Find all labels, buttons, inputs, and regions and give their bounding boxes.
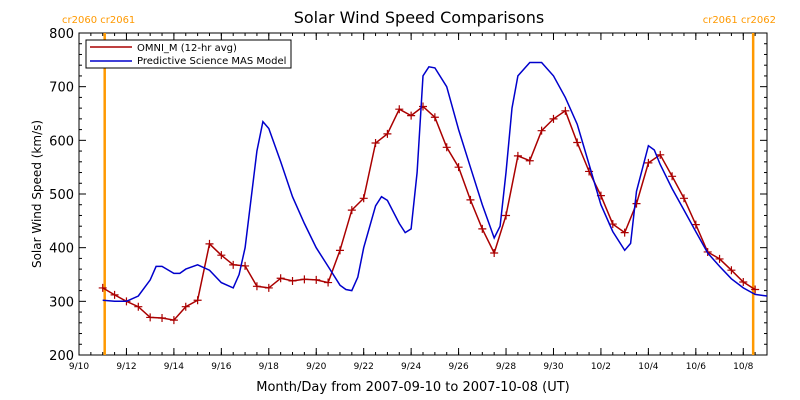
- data-point-marker: [632, 199, 641, 208]
- x-tick-label: 10/8: [733, 362, 753, 372]
- data-point-marker: [252, 282, 261, 291]
- y-axis-label: Solar Wind Speed (km/s): [30, 120, 44, 268]
- x-tick-label: 9/26: [448, 362, 468, 372]
- x-tick-label: 9/22: [354, 362, 374, 372]
- data-point-marker: [715, 254, 724, 263]
- data-point-marker: [371, 139, 380, 148]
- x-tick-label: 9/14: [164, 362, 184, 372]
- data-point-marker: [276, 274, 285, 283]
- y-tick-label: 300: [49, 295, 74, 310]
- x-tick-label: 9/12: [116, 362, 136, 372]
- x-tick-label: 9/28: [496, 362, 516, 372]
- data-point-marker: [478, 224, 487, 233]
- data-point-marker: [430, 113, 439, 122]
- y-tick-label: 500: [49, 188, 74, 203]
- data-point-marker: [573, 138, 582, 147]
- legend-label-mas: Predictive Science MAS Model: [137, 56, 286, 67]
- y-tick-label: 400: [49, 242, 74, 257]
- x-tick-label: 9/16: [211, 362, 231, 372]
- y-tick-label: 700: [49, 81, 74, 96]
- data-point-marker: [193, 296, 202, 305]
- data-point-marker: [442, 143, 451, 152]
- y-tick-label: 800: [49, 27, 74, 42]
- data-point-marker: [561, 106, 570, 115]
- y-tick-label: 600: [49, 134, 74, 149]
- data-point-marker: [264, 283, 273, 292]
- data-point-marker: [110, 290, 119, 299]
- x-axis-label: Month/Day from 2007-09-10 to 2007-10-08 …: [256, 380, 569, 395]
- data-point-marker: [407, 111, 416, 120]
- data-point-marker: [490, 249, 499, 258]
- data-point-marker: [217, 251, 226, 260]
- data-point-marker: [169, 316, 178, 325]
- y-tick-label: 200: [49, 349, 74, 364]
- data-point-marker: [288, 276, 297, 285]
- data-point-marker: [751, 285, 760, 294]
- x-tick-label: 9/20: [306, 362, 326, 372]
- data-point-marker: [347, 206, 356, 215]
- x-tick-label: 10/4: [638, 362, 658, 372]
- data-point-marker: [513, 151, 522, 160]
- data-point-marker: [656, 150, 665, 159]
- data-point-marker: [324, 278, 333, 287]
- plot-area: 200 300 400 500 600 700 800 9/10 9/12 9/14 9/16 9/1…: [49, 27, 768, 372]
- data-point-marker: [312, 275, 321, 284]
- data-point-marker: [727, 266, 736, 275]
- carrington-label-right: cr2061 cr2062: [703, 15, 776, 26]
- data-point-marker: [158, 313, 167, 322]
- series-line-1: [102, 61, 768, 303]
- data-point-marker: [181, 302, 190, 311]
- data-point-marker: [146, 313, 155, 322]
- data-point-marker: [691, 220, 700, 229]
- data-point-marker: [134, 302, 143, 311]
- data-point-marker: [395, 105, 404, 114]
- data-point-marker: [525, 156, 534, 165]
- x-tick-label: 9/24: [401, 362, 421, 372]
- data-point-marker: [679, 194, 688, 203]
- x-tick-label: 10/2: [591, 362, 611, 372]
- data-point-marker: [335, 246, 344, 255]
- data-point-marker: [620, 228, 629, 237]
- carrington-label-left: cr2060 cr2061: [62, 15, 135, 26]
- data-point-marker: [549, 114, 558, 123]
- legend-box: [85, 39, 292, 69]
- data-point-marker: [454, 163, 463, 172]
- legend-label-omni: OMNI_M (12-hr avg): [137, 43, 237, 54]
- data-point-marker: [537, 126, 546, 135]
- x-tick-label: 10/6: [686, 362, 706, 372]
- data-point-marker: [466, 195, 475, 204]
- data-point-marker: [359, 194, 368, 203]
- data-point-marker: [739, 278, 748, 287]
- data-point-marker: [502, 211, 511, 220]
- data-point-marker: [229, 260, 238, 269]
- series-line-0: [102, 105, 756, 321]
- chart-title: Solar Wind Speed Comparisons: [294, 8, 545, 27]
- data-point-marker: [644, 158, 653, 167]
- data-point-marker: [383, 129, 392, 138]
- data-point-marker: [300, 275, 309, 284]
- data-point-marker: [205, 239, 214, 248]
- x-tick-label: 9/10: [69, 362, 89, 372]
- legend: OMNI_M (12-hr avg) Predictive Science MA…: [85, 39, 292, 69]
- data-point-marker: [241, 261, 250, 270]
- data-point-marker: [668, 172, 677, 181]
- data-point-marker: [98, 283, 107, 292]
- data-point-marker: [419, 102, 427, 111]
- x-tick-label: 9/18: [259, 362, 279, 372]
- x-tick-label: 9/30: [543, 362, 563, 372]
